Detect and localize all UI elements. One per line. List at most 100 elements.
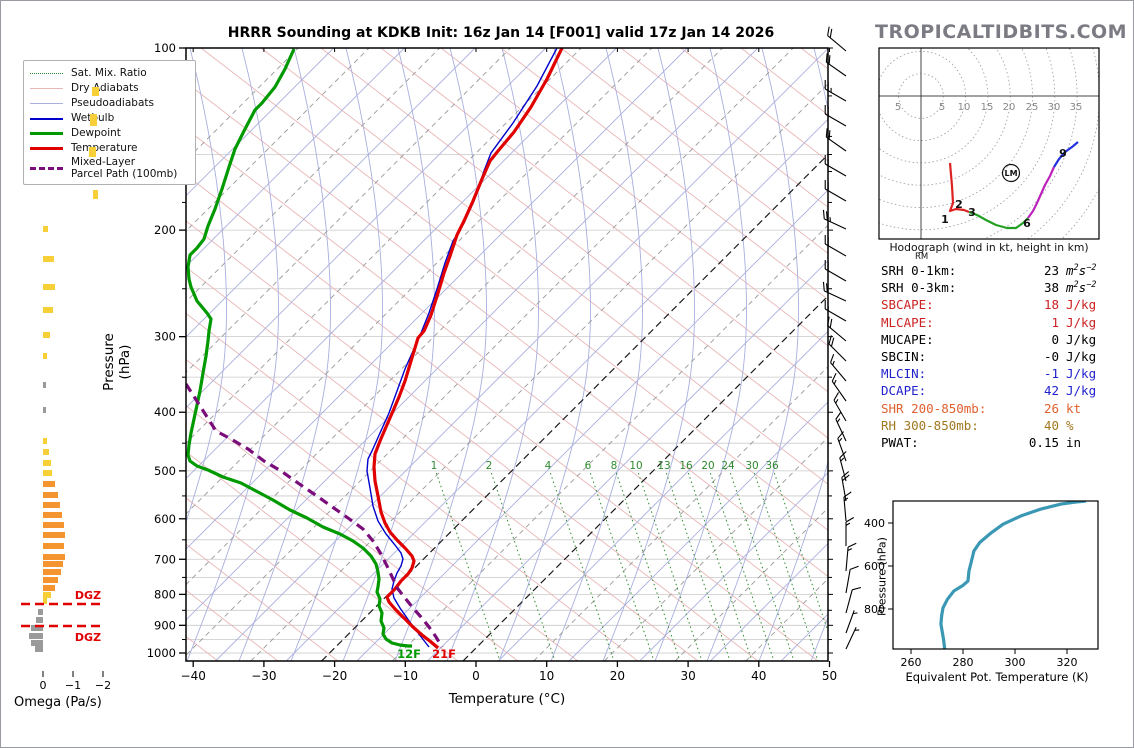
legend-item: Mixed-Layer Parcel Path (100mb)	[30, 156, 191, 180]
theta-e-temp-tick: 280	[953, 656, 974, 669]
temperature-tick-label: 30	[680, 669, 695, 683]
index-row: MLCAPE: 1 J/kg	[881, 314, 1129, 331]
wind-barb	[833, 392, 847, 422]
hodograph-ring-label: 35	[1070, 102, 1083, 113]
legend-item-label: Mixed-Layer Parcel Path (100mb)	[71, 156, 178, 181]
legend-line-sample	[30, 103, 63, 104]
omega-bar-overlay	[89, 147, 96, 157]
wind-barb	[845, 627, 860, 650]
temperature-axis-label: Temperature (°C)	[448, 691, 566, 707]
hodograph-ring-label: 20	[1003, 102, 1016, 113]
temperature-tick-label: 20	[610, 669, 625, 683]
index-label: SHR 200-850mb:	[881, 400, 987, 416]
theta-e-temp-tick: 300	[1005, 656, 1026, 669]
wind-barb	[839, 451, 847, 482]
index-value: 18	[1043, 297, 1059, 313]
index-row: RH 300-850mb: 40%	[881, 417, 1129, 434]
temperature-tick-label: 40	[751, 669, 766, 683]
stability-indices-panel: SRH 0-1km: 23 m2s−2 SRH 0-3km: 38 m2s−2 SBCAPE…	[881, 262, 1129, 451]
omega-bar	[43, 598, 47, 604]
mix-ratio-label: 16	[679, 460, 693, 472]
wind-barb	[845, 517, 855, 546]
dgz-label: DGZ	[75, 631, 101, 644]
omega-bar	[43, 512, 62, 518]
index-unit: J/kg	[1066, 349, 1097, 365]
wind-barb	[824, 155, 847, 177]
index-row: SRH 0-1km: 23 m2s−2	[881, 262, 1129, 279]
lm-storm-motion-marker	[1001, 163, 1021, 183]
index-value: 26	[1043, 400, 1059, 416]
hodograph-ring-label: 5	[895, 102, 901, 113]
wind-barb	[822, 281, 847, 302]
index-unit: kt	[1066, 400, 1082, 416]
omega-bar	[43, 407, 46, 413]
legend-line-sample	[30, 73, 63, 74]
omega-tick-label: 0	[40, 679, 47, 692]
legend-item: Pseudoadiabats	[30, 96, 191, 111]
theta-e-pressure-tick: 400	[864, 517, 885, 530]
wind-barb	[845, 565, 859, 594]
hodograph-trace-segment	[1027, 166, 1056, 219]
pressure-tick-label: 1000	[147, 646, 176, 660]
index-value: -1	[1043, 366, 1059, 382]
omega-bar	[31, 640, 43, 646]
pressure-tick-label: 200	[154, 223, 176, 237]
hodograph-height-label: 2	[955, 198, 963, 211]
index-value: 0	[1051, 331, 1059, 347]
omega-bar	[43, 438, 47, 444]
temperature-tick-label: 0	[472, 669, 480, 683]
index-row: SBCAPE: 18 J/kg	[881, 296, 1129, 313]
legend-line-sample	[30, 117, 63, 120]
wind-barb	[827, 26, 847, 52]
wind-barb	[837, 431, 847, 462]
index-value: 0.15	[1028, 434, 1059, 450]
omega-bar-overlay	[92, 87, 99, 96]
temperature-tick-label: 50	[822, 669, 837, 683]
omega-bar	[43, 532, 65, 538]
pressure-tick-label: 100	[154, 41, 176, 55]
index-value: 42	[1043, 383, 1059, 399]
temperature-tick-label: −10	[393, 669, 418, 683]
page-title: HRRR Sounding at KDKB Init: 16z Jan 14 […	[227, 25, 775, 41]
omega-bar	[43, 577, 58, 583]
omega-bar	[43, 561, 63, 567]
omega-bar	[43, 543, 64, 549]
wind-barb	[824, 300, 847, 322]
omega-axis-label: Omega (Pa/s)	[14, 695, 102, 710]
hodograph-ring-label: 5	[939, 102, 945, 113]
mix-ratio-label: 2	[486, 460, 493, 472]
hodograph-height-label: 3	[968, 206, 976, 219]
wind-barb	[827, 316, 847, 342]
dewpoint-curve	[186, 48, 412, 648]
legend-line-sample	[30, 147, 63, 150]
omega-bar	[43, 332, 50, 338]
index-unit: J/kg	[1066, 331, 1097, 347]
tropicaltidbits-watermark: TROPICALTIDBITS.COM	[875, 21, 1128, 43]
index-row: MLCIN: -1 J/kg	[881, 365, 1129, 382]
pressure-tick-label: 600	[154, 512, 176, 526]
wind-barb	[830, 353, 847, 382]
wind-barb	[831, 372, 847, 402]
index-value: -0	[1043, 349, 1059, 365]
index-unit: J/kg	[1066, 314, 1097, 330]
hodograph-ring-label: 25	[1026, 102, 1039, 113]
omega-bar	[43, 481, 55, 487]
omega-bar	[43, 502, 60, 508]
wind-barb	[843, 491, 852, 522]
theta-e-plot	[939, 501, 1087, 649]
mix-ratio-label: 30	[745, 460, 758, 472]
omega-bar	[38, 609, 43, 615]
index-label: MLCIN:	[881, 366, 927, 382]
omega-tick-label: −2	[95, 679, 111, 692]
temperature-tick-label: 10	[539, 669, 554, 683]
pressure-tick-label: 300	[154, 330, 176, 344]
wind-barb	[835, 411, 847, 442]
rm-storm-motion-label: RM	[915, 252, 929, 262]
hodograph-plot: 5 5 10 15 20 25 30 35 123 6 9 LM	[879, 48, 1099, 239]
wind-barb	[824, 260, 847, 282]
omega-bar	[43, 492, 58, 498]
index-label: SBCIN:	[881, 349, 927, 365]
hodograph-ring-label: 30	[1048, 102, 1061, 113]
legend-item: Sat. Mix. Ratio	[30, 66, 191, 81]
index-unit: %	[1066, 417, 1074, 433]
